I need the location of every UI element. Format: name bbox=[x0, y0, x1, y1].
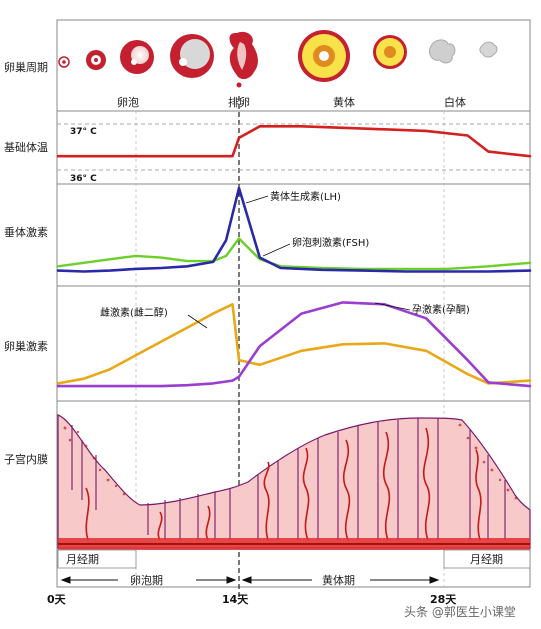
row-label-endometrium: 子宫内膜 bbox=[4, 452, 48, 466]
stage-label-follicle: 卵泡 bbox=[117, 95, 139, 109]
estrogen-curve bbox=[56, 303, 532, 385]
stage-label-corpus-albicans: 白体 bbox=[444, 95, 466, 109]
progesterone-leader bbox=[374, 302, 411, 311]
day-label-28: 28天 bbox=[430, 593, 457, 606]
progesterone-curve bbox=[56, 301, 532, 388]
endometrium-illustration bbox=[57, 414, 531, 550]
day-label-14: 14天 bbox=[222, 593, 249, 606]
row-label-basal-temp: 基础体温 bbox=[4, 140, 48, 154]
lh-curve bbox=[56, 186, 532, 273]
basal-temp-curve bbox=[56, 125, 532, 158]
menstrual-shedding bbox=[63, 423, 518, 500]
phase-label-follicular: 卵泡期 bbox=[130, 573, 163, 587]
follicle-icon-2 bbox=[86, 50, 106, 70]
stage-label-corpus-luteum: 黄体 bbox=[333, 95, 355, 109]
panel-frames bbox=[56, 19, 531, 588]
row-label-ovarian-hormones: 卵巢激素 bbox=[4, 339, 48, 353]
corpus-luteum-icon-2 bbox=[373, 35, 407, 69]
ovarian-stages bbox=[58, 30, 498, 88]
row-label-pituitary: 垂体激素 bbox=[4, 225, 48, 239]
estrogen-leader bbox=[187, 314, 208, 329]
phase-label-menses-start: 月经期 bbox=[66, 553, 99, 566]
hormone-curves bbox=[56, 125, 532, 388]
corpus-albicans-icon-1 bbox=[429, 39, 456, 64]
estrogen-label: 雌激素(雌二醇) bbox=[100, 306, 168, 319]
phase-arrows bbox=[60, 576, 440, 584]
lh-label: 黄体生成素(LH) bbox=[270, 190, 341, 203]
gland-folds bbox=[71, 418, 506, 540]
temp-label-37: 37° C bbox=[70, 127, 97, 137]
follicle-icon-1 bbox=[58, 56, 70, 68]
row-label-ovarian-cycle: 卵巢周期 bbox=[4, 61, 48, 74]
corpus-albicans-icon-2 bbox=[479, 41, 498, 58]
corpus-luteum-icon-1 bbox=[298, 30, 350, 82]
menses-start-box bbox=[57, 549, 137, 569]
fsh-label: 卵泡刺激素(FSH) bbox=[292, 236, 369, 249]
follicle-icon-4 bbox=[170, 34, 214, 78]
ovulation-icon bbox=[229, 31, 258, 88]
day-label-0: 0天 bbox=[47, 593, 67, 606]
fsh-leader bbox=[262, 243, 291, 257]
lh-leader bbox=[245, 195, 269, 204]
watermark: 头条 @郭医生小课堂 bbox=[404, 605, 516, 619]
fsh-curve bbox=[56, 237, 532, 271]
spiral-arteries bbox=[85, 427, 482, 541]
phase-label-luteal: 黄体期 bbox=[322, 573, 355, 587]
endometrium-tissue bbox=[57, 414, 531, 549]
menses-end-box bbox=[443, 549, 531, 569]
phase-label-menses-end: 月经期 bbox=[470, 553, 503, 566]
progesterone-label: 孕激素(孕酮) bbox=[412, 303, 470, 316]
temp-label-36: 36° C bbox=[70, 174, 97, 184]
follicle-icon-3 bbox=[120, 40, 154, 74]
stage-label-ovulation: 排卵 bbox=[228, 95, 250, 109]
